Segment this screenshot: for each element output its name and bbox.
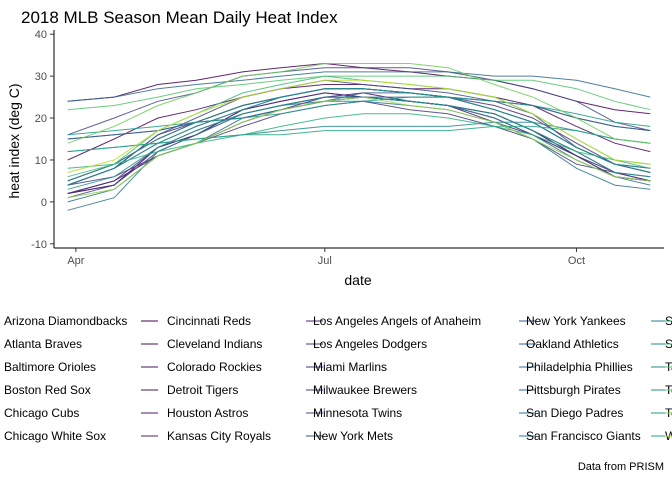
legend-item: New York Mets bbox=[313, 429, 536, 443]
x-tick-label: Apr bbox=[67, 255, 84, 267]
legend-label: Philadelphia Phillies bbox=[526, 360, 633, 374]
legend-label: Miami Marlins bbox=[313, 360, 387, 374]
series-line bbox=[67, 125, 651, 153]
legend-item: New York Yankees bbox=[526, 314, 668, 328]
y-tick-label: 30 bbox=[35, 71, 47, 83]
legend: Arizona Diamondbacks Atlanta Braves Baltim… bbox=[4, 314, 672, 443]
series-line bbox=[67, 88, 651, 182]
legend-item: Milwaukee Brewers bbox=[313, 383, 536, 397]
legend-label: Milwaukee Brewers bbox=[313, 383, 417, 397]
legend-item: Houston Astros bbox=[167, 406, 323, 420]
legend-label: Los Angeles Angels of Anaheim bbox=[313, 314, 481, 328]
legend-label: Kansas City Royals bbox=[167, 429, 271, 443]
legend-label: Chicago Cubs bbox=[4, 406, 79, 420]
legend-label: Detroit Tigers bbox=[167, 383, 238, 397]
legend-item: Cincinnati Reds bbox=[167, 314, 323, 328]
legend-label: Arizona Diamondbacks bbox=[4, 314, 127, 328]
series-line bbox=[67, 113, 651, 169]
legend-item: Philadelphia Phillies bbox=[526, 360, 668, 374]
legend-item: Minnesota Twins bbox=[313, 406, 536, 420]
legend-label: Chicago White Sox bbox=[4, 429, 106, 443]
legend-item: Washington Nationals bbox=[665, 429, 672, 443]
legend-label: Minnesota Twins bbox=[313, 406, 402, 420]
legend-label: Cincinnati Reds bbox=[167, 314, 251, 328]
legend-item: Colorado Rockies bbox=[167, 360, 323, 374]
plot-lines bbox=[67, 62, 651, 211]
series-line bbox=[67, 84, 651, 161]
y-tick-label: 0 bbox=[41, 197, 47, 209]
y-tick-label: 10 bbox=[35, 155, 47, 167]
series-line bbox=[67, 79, 651, 186]
legend-item: San Diego Padres bbox=[526, 406, 668, 420]
legend-label: Houston Astros bbox=[167, 406, 248, 420]
x-tick-label: Jul bbox=[318, 255, 332, 267]
legend-label: Colorado Rockies bbox=[167, 360, 262, 374]
legend-label: Cleveland Indians bbox=[167, 337, 262, 351]
x-axis-title: date bbox=[344, 272, 371, 288]
legend-item: Toronto Blue Jays bbox=[665, 406, 672, 420]
legend-item: Pittsburgh Pirates bbox=[526, 383, 668, 397]
legend-label: Los Angeles Dodgers bbox=[313, 337, 427, 351]
legend-label: Oakland Athletics bbox=[526, 337, 619, 351]
legend-item: Los Angeles Dodgers bbox=[313, 337, 536, 351]
legend-item: Chicago Cubs bbox=[4, 406, 158, 420]
legend-item: Cleveland Indians bbox=[167, 337, 323, 351]
legend-item: Los Angeles Angels of Anaheim bbox=[313, 314, 536, 328]
legend-item: Boston Red Sox bbox=[4, 383, 158, 397]
y-tick-label: -10 bbox=[31, 239, 47, 251]
chart-caption: Data from PRISM bbox=[578, 461, 664, 473]
legend-item: Chicago White Sox bbox=[4, 429, 158, 443]
series-line bbox=[67, 79, 651, 173]
legend-label: Pittsburgh Pirates bbox=[526, 383, 621, 397]
axes: -10 0 10 20 30 40 Apr Jul Oct bbox=[31, 29, 664, 267]
legend-label: New York Mets bbox=[313, 429, 393, 443]
series-line bbox=[67, 96, 651, 199]
series-line bbox=[67, 92, 651, 140]
legend-item: Arizona Diamondbacks bbox=[4, 314, 158, 328]
legend-item: Atlanta Braves bbox=[4, 337, 158, 351]
legend-item: St. Louis Cardinals bbox=[665, 337, 672, 351]
legend-label: Atlanta Braves bbox=[4, 337, 82, 351]
legend-label: San Diego Padres bbox=[526, 406, 623, 420]
series-line bbox=[67, 100, 651, 211]
legend-item: Kansas City Royals bbox=[167, 429, 323, 443]
legend-item: Miami Marlins bbox=[313, 360, 536, 374]
x-tick-label: Oct bbox=[568, 255, 585, 267]
series-line bbox=[67, 71, 651, 102]
series-line bbox=[67, 75, 651, 111]
y-tick-label: 20 bbox=[35, 113, 47, 125]
chart-title: 2018 MLB Season Mean Daily Heat Index bbox=[21, 8, 338, 27]
legend-item: Tampa Bay Rays bbox=[665, 360, 672, 374]
legend-label: Baltimore Orioles bbox=[4, 360, 96, 374]
y-axis-title: heat index (deg C) bbox=[6, 83, 22, 198]
series-line bbox=[67, 67, 651, 136]
series-line bbox=[67, 96, 651, 199]
series-line bbox=[67, 63, 651, 144]
legend-label: New York Yankees bbox=[526, 314, 626, 328]
legend-item: Detroit Tigers bbox=[167, 383, 323, 397]
legend-item: Oakland Athletics bbox=[526, 337, 668, 351]
legend-label: Boston Red Sox bbox=[4, 383, 91, 397]
y-tick-label: 40 bbox=[35, 29, 47, 41]
legend-item: Seattle Mariners bbox=[665, 314, 672, 328]
legend-item: Baltimore Orioles bbox=[4, 360, 158, 374]
legend-label: San Francisco Giants bbox=[526, 429, 641, 443]
legend-item: Texas Rangers bbox=[665, 383, 672, 397]
legend-item: San Francisco Giants bbox=[526, 429, 668, 443]
